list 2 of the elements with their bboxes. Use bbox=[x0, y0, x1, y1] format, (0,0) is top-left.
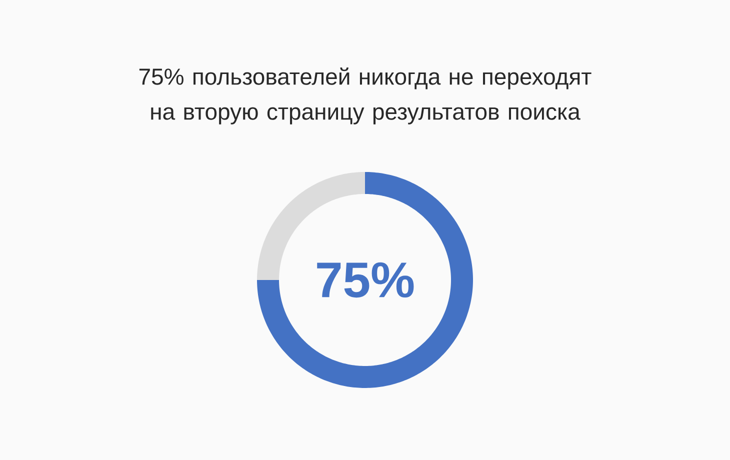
data-label: 75% bbox=[317, 262, 414, 298]
chart-title: 75% пользователей никогда не переходят на вторую страницу результатов поиска bbox=[139, 68, 592, 124]
